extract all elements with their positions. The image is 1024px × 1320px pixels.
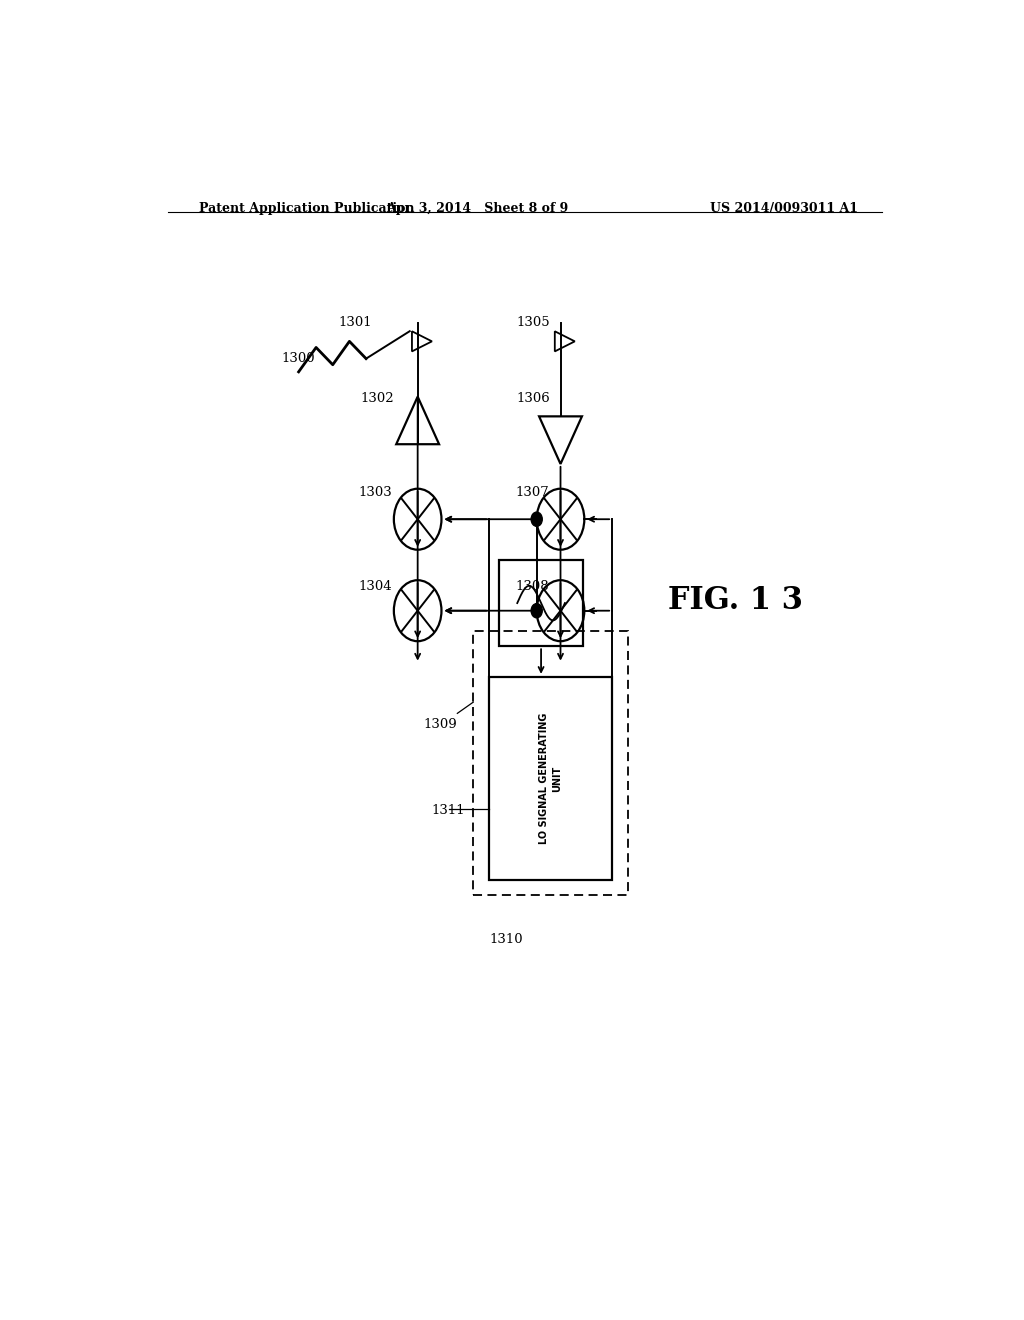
Text: 1306: 1306 bbox=[517, 392, 551, 405]
Circle shape bbox=[531, 512, 543, 527]
Text: 1304: 1304 bbox=[358, 581, 392, 594]
Bar bbox=[489, 677, 612, 880]
Text: 1302: 1302 bbox=[360, 392, 394, 405]
Text: 1301: 1301 bbox=[338, 315, 372, 329]
Text: FIG. 1 3: FIG. 1 3 bbox=[668, 585, 803, 616]
Text: 1309: 1309 bbox=[423, 718, 457, 730]
Text: 1303: 1303 bbox=[358, 486, 392, 499]
Bar bbox=[500, 560, 583, 647]
Text: 1300: 1300 bbox=[282, 351, 314, 364]
Bar bbox=[473, 631, 628, 895]
Text: 1308: 1308 bbox=[515, 581, 549, 594]
Text: 1307: 1307 bbox=[515, 486, 549, 499]
Text: 1305: 1305 bbox=[517, 315, 551, 329]
Text: 1311: 1311 bbox=[431, 804, 465, 817]
Text: US 2014/0093011 A1: US 2014/0093011 A1 bbox=[710, 202, 858, 215]
Circle shape bbox=[531, 603, 543, 618]
Text: 1310: 1310 bbox=[489, 933, 522, 946]
Text: Patent Application Publication: Patent Application Publication bbox=[200, 202, 415, 215]
Text: Apr. 3, 2014   Sheet 8 of 9: Apr. 3, 2014 Sheet 8 of 9 bbox=[386, 202, 568, 215]
Text: LO SIGNAL GENERATING
UNIT: LO SIGNAL GENERATING UNIT bbox=[539, 713, 562, 843]
